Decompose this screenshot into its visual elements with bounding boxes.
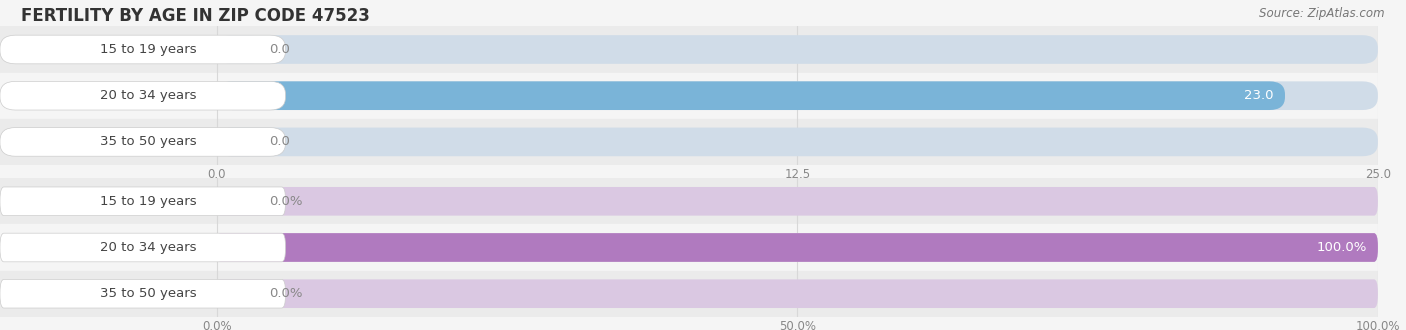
FancyBboxPatch shape: [0, 35, 285, 64]
Text: 35 to 50 years: 35 to 50 years: [100, 287, 197, 300]
Bar: [0, 119, 1378, 165]
FancyBboxPatch shape: [217, 82, 1285, 110]
FancyBboxPatch shape: [217, 187, 1378, 215]
FancyBboxPatch shape: [0, 233, 285, 262]
Bar: [0, 271, 1378, 317]
FancyBboxPatch shape: [0, 128, 285, 156]
Text: 0.0: 0.0: [270, 43, 290, 56]
Text: 20 to 34 years: 20 to 34 years: [100, 241, 197, 254]
FancyBboxPatch shape: [217, 233, 1378, 262]
FancyBboxPatch shape: [0, 280, 285, 308]
Text: 15 to 19 years: 15 to 19 years: [100, 43, 197, 56]
Text: 100.0%: 100.0%: [1316, 241, 1367, 254]
Text: 15 to 19 years: 15 to 19 years: [100, 195, 197, 208]
FancyBboxPatch shape: [0, 82, 285, 110]
FancyBboxPatch shape: [217, 280, 263, 308]
Text: FERTILITY BY AGE IN ZIP CODE 47523: FERTILITY BY AGE IN ZIP CODE 47523: [21, 7, 370, 25]
Bar: [0, 224, 1378, 271]
FancyBboxPatch shape: [0, 187, 285, 215]
FancyBboxPatch shape: [217, 280, 1378, 308]
Text: 0.0: 0.0: [270, 135, 290, 148]
FancyBboxPatch shape: [217, 233, 1378, 262]
FancyBboxPatch shape: [217, 35, 263, 64]
FancyBboxPatch shape: [217, 35, 1378, 64]
Text: 23.0: 23.0: [1244, 89, 1274, 102]
Text: 20 to 34 years: 20 to 34 years: [100, 89, 197, 102]
Bar: [0, 26, 1378, 73]
Text: 0.0%: 0.0%: [270, 195, 302, 208]
Text: Source: ZipAtlas.com: Source: ZipAtlas.com: [1260, 7, 1385, 19]
Text: 0.0%: 0.0%: [270, 287, 302, 300]
FancyBboxPatch shape: [217, 187, 263, 215]
FancyBboxPatch shape: [217, 128, 263, 156]
Bar: [0, 178, 1378, 224]
FancyBboxPatch shape: [217, 128, 1378, 156]
FancyBboxPatch shape: [217, 82, 1378, 110]
Text: 35 to 50 years: 35 to 50 years: [100, 135, 197, 148]
Bar: [0, 73, 1378, 119]
